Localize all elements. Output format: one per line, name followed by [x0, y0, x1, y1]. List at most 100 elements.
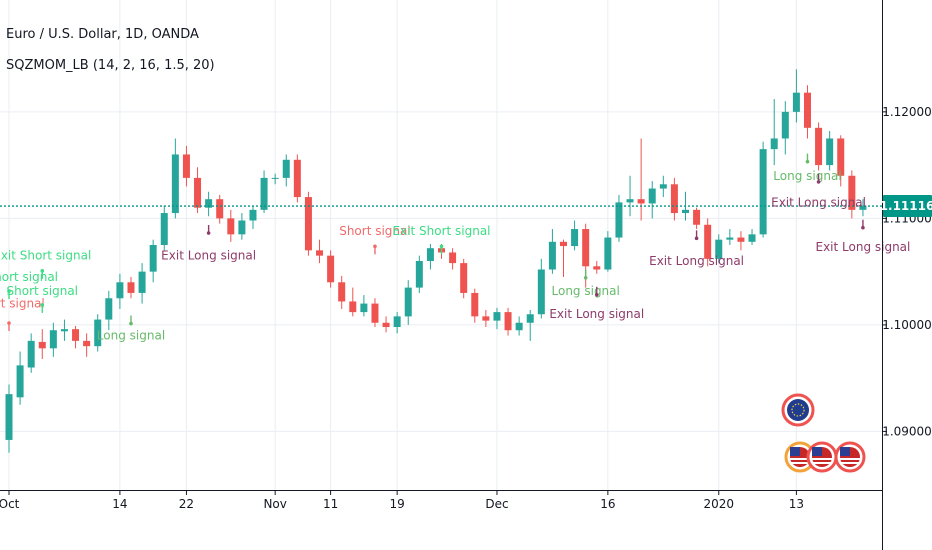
- eu-flag-icon[interactable]: [781, 393, 815, 427]
- time-tick-label: 16: [600, 497, 615, 511]
- candle-body: [371, 303, 379, 323]
- signal-marker: Exit Long signal: [815, 219, 910, 254]
- signal-marker: Long signal: [97, 315, 165, 343]
- candle: [859, 199, 867, 217]
- signal-marker: Exit Long signal: [649, 230, 744, 268]
- candle: [127, 276, 135, 299]
- candle: [648, 181, 656, 219]
- us-flag-icon[interactable]: [834, 441, 866, 473]
- candle: [604, 231, 612, 272]
- candle: [659, 175, 667, 198]
- signal-arrow-head: [694, 236, 699, 241]
- signal-arrow-head: [40, 303, 45, 307]
- time-tick-label: Nov: [263, 497, 286, 511]
- price-tick-label: 1.12000: [882, 105, 932, 119]
- signal-label: Exit Long signal: [161, 249, 256, 263]
- signal-arrow-head: [583, 275, 588, 280]
- candle-body: [94, 319, 102, 347]
- candle: [205, 191, 213, 217]
- candle: [238, 213, 246, 240]
- signal-label: Short signal: [0, 297, 45, 311]
- axes-layer: [0, 0, 883, 550]
- candle: [670, 177, 678, 221]
- candle: [116, 273, 124, 309]
- price-tick-label: 1.09000: [882, 424, 932, 438]
- candle-body: [726, 237, 734, 240]
- candle-body: [648, 188, 656, 204]
- candle-body: [637, 199, 645, 204]
- candle-body: [670, 184, 678, 214]
- candle: [393, 312, 401, 334]
- time-tick-label: 19: [390, 497, 405, 511]
- candle-body: [593, 266, 601, 270]
- candle: [216, 194, 224, 224]
- candle-body: [160, 213, 168, 245]
- indicator-legend[interactable]: SQZMOM_LB (14, 2, 16, 1.5, 20): [6, 58, 215, 73]
- candle-body: [49, 330, 57, 349]
- signal-label: Long signal: [97, 329, 165, 343]
- us-flag-icon[interactable]: [806, 441, 838, 473]
- price-tick-label: 1.10000: [882, 318, 932, 332]
- signal-arrow-head: [861, 225, 865, 230]
- candle: [526, 309, 534, 341]
- candle: [482, 309, 490, 328]
- candle-body: [848, 175, 856, 210]
- signal-arrow-head: [206, 231, 211, 235]
- signal-marker: Long signal: [773, 153, 842, 183]
- candle-body: [249, 209, 257, 221]
- time-tick-label: Oct: [0, 497, 20, 511]
- candle-body: [460, 263, 468, 293]
- candle-body: [582, 229, 590, 267]
- candle: [748, 229, 756, 245]
- candle-body: [859, 205, 867, 210]
- candle: [171, 138, 179, 219]
- candle-body: [693, 209, 701, 225]
- candle: [848, 170, 856, 219]
- candle-body: [227, 218, 235, 235]
- candle-body: [271, 177, 279, 179]
- candle-body: [349, 301, 357, 313]
- time-tick-label: 11: [323, 497, 338, 511]
- candle-body: [338, 282, 346, 302]
- candle-body: [38, 341, 46, 349]
- candle-body: [826, 138, 834, 166]
- candle: [404, 280, 412, 325]
- time-axis[interactable]: Oct 14 22 Nov 11 19 Dec 16 2020 13: [0, 490, 804, 511]
- candle-body: [681, 209, 689, 214]
- signal-label: Long signal: [552, 284, 620, 298]
- candle-body: [60, 329, 68, 332]
- candle: [415, 255, 423, 293]
- candle: [837, 135, 845, 187]
- time-tick-label: Dec: [485, 497, 508, 511]
- candle: [60, 319, 68, 341]
- event-markers[interactable]: [781, 393, 866, 473]
- candle-body: [537, 269, 545, 315]
- candle-body: [737, 237, 745, 242]
- candle-body: [770, 138, 778, 150]
- candle: [504, 307, 512, 336]
- candle-body: [138, 271, 146, 293]
- candle: [815, 122, 823, 171]
- candle: [449, 248, 457, 270]
- candle-body: [759, 149, 767, 235]
- signal-arrow-head: [129, 321, 133, 326]
- candle: [38, 329, 46, 359]
- candle-body: [426, 248, 434, 261]
- us-flag-icon[interactable]: [784, 441, 816, 473]
- candle: [5, 384, 13, 453]
- current-price-label: 1.11116: [880, 199, 932, 213]
- candle-body: [715, 239, 723, 259]
- time-tick-label: 2020: [703, 497, 734, 511]
- candle-body: [404, 287, 412, 317]
- chart-title: Euro / U.S. Dollar, 1D, OANDA: [6, 27, 199, 42]
- candle-body: [526, 314, 534, 323]
- candle-body: [615, 202, 623, 238]
- candle-body: [748, 234, 756, 242]
- current-price-tag: 1.11116: [880, 195, 932, 218]
- candle: [304, 191, 312, 256]
- signal-marker: Short signal: [339, 224, 411, 255]
- candle: [138, 263, 146, 304]
- candle-body: [282, 159, 290, 178]
